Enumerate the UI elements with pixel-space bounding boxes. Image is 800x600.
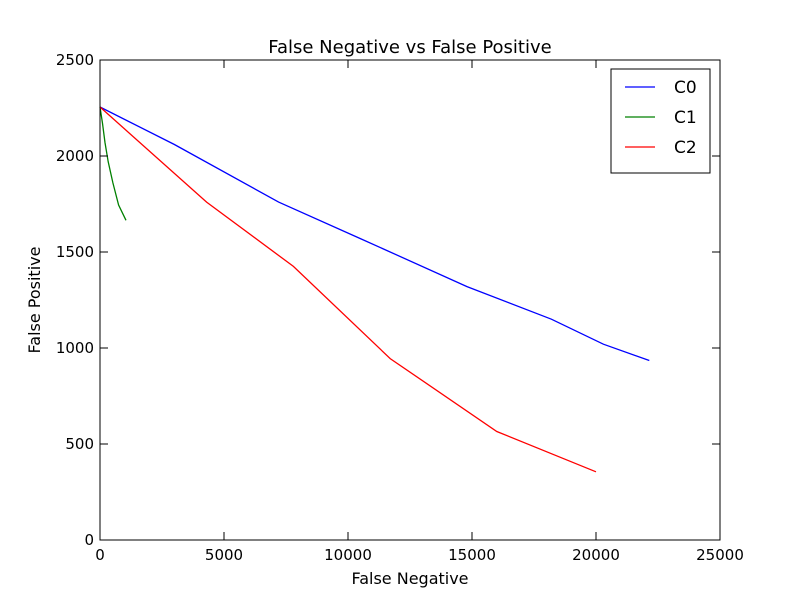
- chart-title: False Negative vs False Positive: [268, 37, 551, 58]
- y-tick-label: 1500: [56, 243, 94, 261]
- y-axis-label: False Positive: [25, 247, 44, 354]
- x-tick-label: 0: [95, 546, 105, 564]
- y-tick-label: 2500: [56, 51, 94, 69]
- series-line-c0: [99, 106, 650, 362]
- x-axis-label: False Negative: [351, 569, 468, 588]
- y-axis: 0 500 1000 1500 2000 2500: [56, 51, 720, 549]
- legend-label: C0: [674, 78, 697, 98]
- legend: C0 C1 C2: [610, 68, 711, 174]
- legend-box: [610, 68, 711, 174]
- x-tick-label: 20000: [572, 546, 620, 564]
- legend-label: C1: [674, 108, 697, 128]
- x-axis: 0 5000 10000 15000 20000 25000: [95, 60, 744, 564]
- y-tick-label: 1000: [56, 339, 94, 357]
- y-tick-label: 2000: [56, 147, 94, 165]
- legend-label: C2: [674, 138, 697, 158]
- series-line-c1: [99, 106, 127, 221]
- y-tick-label: 0: [84, 531, 94, 549]
- x-tick-label: 15000: [448, 546, 496, 564]
- series-line-c2: [99, 106, 597, 473]
- plot-frame: [99, 59, 721, 541]
- x-tick-label: 10000: [324, 546, 372, 564]
- y-tick-label: 500: [65, 435, 94, 453]
- plot-series: [99, 106, 650, 473]
- x-tick-label: 5000: [205, 546, 243, 564]
- x-tick-label: 25000: [696, 546, 744, 564]
